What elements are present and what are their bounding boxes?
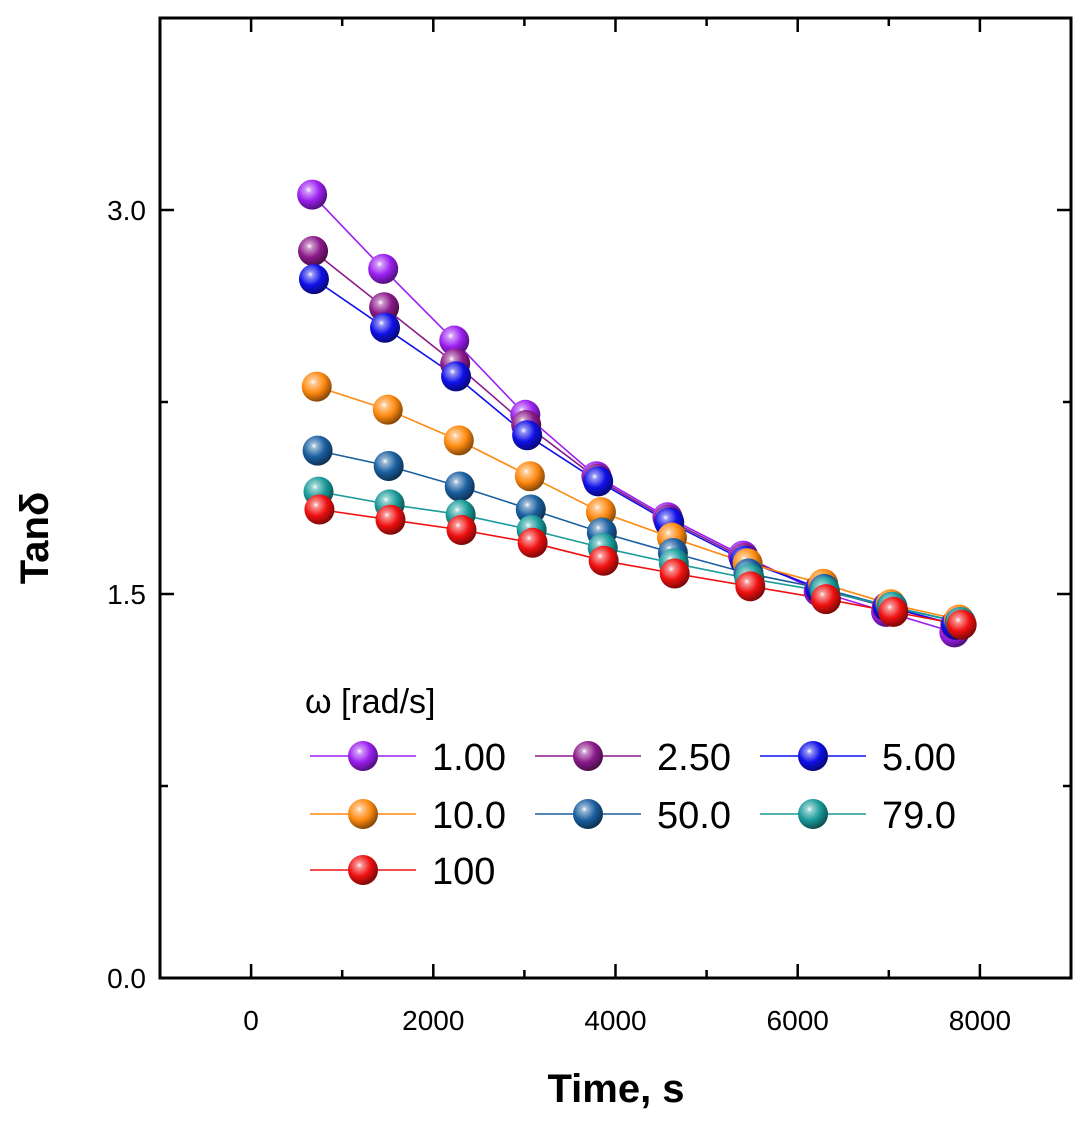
- data-point-10.0: [514, 461, 545, 492]
- data-point-1.00: [439, 325, 470, 356]
- x-tick-label: 4000: [584, 1005, 646, 1036]
- legend-marker-2.50: [573, 741, 603, 771]
- data-point-10.0: [372, 394, 403, 425]
- y-tick-label: 3.0: [107, 195, 146, 226]
- data-point-2.50: [298, 235, 329, 266]
- series-line-5.00: [313, 278, 957, 626]
- series-line-50.0: [317, 449, 961, 623]
- legend-label-79.0: 79.0: [882, 795, 956, 837]
- x-tick-label: 0: [243, 1005, 259, 1036]
- x-axis-title: Time, s: [547, 1067, 684, 1111]
- data-point-100: [810, 584, 841, 615]
- data-point-100: [304, 494, 335, 525]
- y-tick-label: 0.0: [107, 963, 146, 994]
- y-tick-label: 1.5: [107, 579, 146, 610]
- legend-title: ω [rad/s]: [305, 683, 435, 721]
- data-point-100: [375, 504, 406, 535]
- data-point-5.00: [441, 361, 472, 392]
- data-point-50.0: [444, 471, 475, 502]
- data-point-50.0: [302, 435, 333, 466]
- data-point-100: [446, 515, 477, 545]
- legend-label-1.00: 1.00: [432, 737, 506, 779]
- data-point-5.00: [583, 466, 614, 497]
- series-line-1.00: [311, 194, 955, 634]
- legend-marker-10.0: [348, 799, 378, 829]
- data-point-10.0: [301, 371, 332, 402]
- x-tick-label: 2000: [402, 1005, 464, 1036]
- x-tick-label: 6000: [767, 1005, 829, 1036]
- data-point-100: [878, 596, 909, 627]
- data-point-100: [735, 571, 766, 602]
- legend-marker-79.0: [798, 799, 828, 829]
- data-point-5.00: [370, 312, 401, 343]
- series-line-79.0: [318, 490, 961, 623]
- legend-label-2.50: 2.50: [657, 737, 731, 779]
- data-point-1.00: [297, 179, 328, 210]
- data-point-5.00: [512, 420, 543, 451]
- data-point-1.00: [368, 253, 399, 284]
- legend-label-100: 100: [432, 851, 495, 893]
- y-axis-title: Tanδ: [13, 492, 57, 584]
- data-point-100: [588, 545, 619, 576]
- data-point-100: [517, 527, 548, 558]
- legend-label-10.0: 10.0: [432, 795, 506, 837]
- data-point-100: [659, 558, 690, 589]
- legend-marker-5.00: [798, 741, 828, 771]
- series-line-2.50: [312, 250, 956, 626]
- data-point-10.0: [443, 425, 474, 456]
- legend-marker-50.0: [573, 799, 603, 829]
- series-line-10.0: [316, 385, 960, 621]
- legend-label-50.0: 50.0: [657, 795, 731, 837]
- series-line-100: [319, 508, 962, 626]
- x-tick-label: 8000: [949, 1005, 1011, 1036]
- data-point-50.0: [373, 451, 404, 481]
- legend-label-5.00: 5.00: [882, 737, 956, 779]
- legend-marker-100: [348, 855, 378, 885]
- data-point-100: [946, 609, 977, 640]
- legend-marker-1.00: [348, 741, 378, 771]
- data-point-5.00: [298, 264, 329, 295]
